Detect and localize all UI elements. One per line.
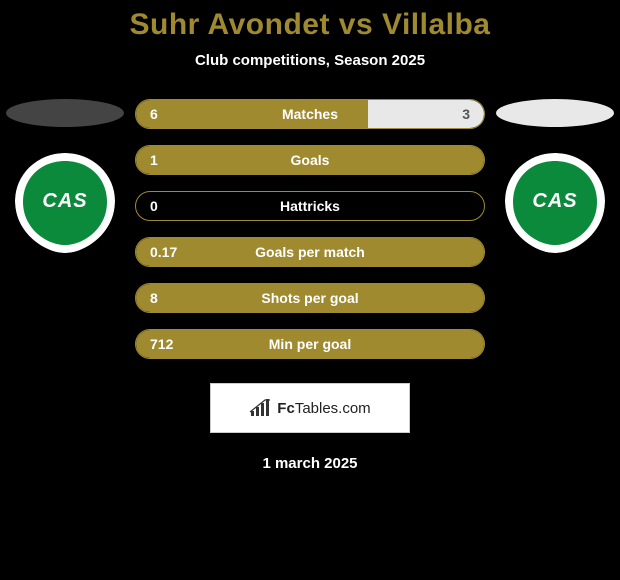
stat-row: 1 Goals — [135, 145, 485, 175]
footer-brand-text: FcTables.com — [277, 400, 370, 417]
stat-left-value: 0.17 — [150, 244, 177, 260]
team-badge-right: CAS — [505, 153, 605, 253]
stat-label: Hattricks — [280, 198, 340, 214]
stat-row: 0.17 Goals per match — [135, 237, 485, 267]
page-title: Suhr Avondet vs Villalba — [0, 8, 620, 42]
footer-brand-rest: Tables.com — [295, 400, 371, 417]
stat-row: 8 Shots per goal — [135, 283, 485, 313]
date-label: 1 march 2025 — [0, 455, 620, 472]
stats-list: 6 Matches 3 1 Goals 0 Hattricks 0.17 Goals per m… — [135, 99, 485, 359]
stat-row: 0 Hattricks — [135, 191, 485, 221]
chart-icon — [249, 399, 271, 417]
stat-left-value: 1 — [150, 152, 158, 168]
team-badge-left: CAS — [15, 153, 115, 253]
stat-label: Min per goal — [269, 336, 351, 352]
stat-right-value: 3 — [462, 106, 470, 122]
player-left-column: CAS — [5, 99, 125, 253]
footer-brand-box[interactable]: FcTables.com — [210, 383, 410, 433]
stat-left-value: 712 — [150, 336, 173, 352]
stat-label: Shots per goal — [261, 290, 358, 306]
badge-text-right: CAS — [532, 190, 577, 213]
stat-left-value: 6 — [150, 106, 158, 122]
stat-label: Goals per match — [255, 244, 365, 260]
footer-brand-bold: Fc — [277, 400, 295, 417]
stat-label: Goals — [291, 152, 330, 168]
stat-row: 712 Min per goal — [135, 329, 485, 359]
player-right-column: CAS — [495, 99, 615, 253]
comparison-card: Suhr Avondet vs Villalba Club competitio… — [0, 0, 620, 472]
stat-left-value: 0 — [150, 198, 158, 214]
badge-text-left: CAS — [42, 190, 87, 213]
main-row: CAS 6 Matches 3 1 Goals 0 Hattricks 0.17 Goals p… — [0, 99, 620, 359]
player-left-avatar-placeholder — [6, 99, 124, 127]
stat-row: 6 Matches 3 — [135, 99, 485, 129]
subtitle: Club competitions, Season 2025 — [0, 52, 620, 69]
stat-label: Matches — [282, 106, 338, 122]
player-right-avatar-placeholder — [496, 99, 614, 127]
stat-left-value: 8 — [150, 290, 158, 306]
